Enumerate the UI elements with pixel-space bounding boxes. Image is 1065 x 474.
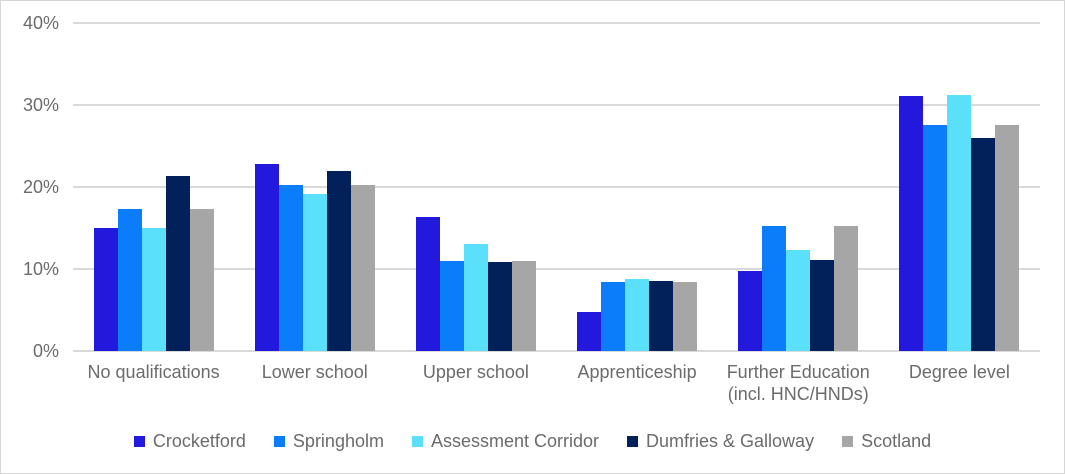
legend-label: Scotland bbox=[861, 431, 932, 451]
bar-crocketford bbox=[415, 216, 440, 351]
bar-scotland bbox=[995, 124, 1020, 351]
legend-item-crocketford: Crocketford bbox=[133, 431, 246, 452]
bar-scotland bbox=[834, 225, 859, 351]
bar-crocketford bbox=[93, 228, 118, 351]
bar-crocketford bbox=[899, 95, 924, 351]
bar-group bbox=[557, 23, 718, 351]
gridline bbox=[73, 104, 1040, 106]
bar-group bbox=[234, 23, 395, 351]
bar-dumfries-galloway bbox=[649, 281, 674, 351]
legend-swatch-icon bbox=[273, 436, 285, 447]
bar-group bbox=[395, 23, 556, 351]
legend-swatch-icon bbox=[133, 436, 145, 447]
gridline bbox=[73, 268, 1040, 270]
legend-label: Assessment Corridor bbox=[430, 431, 600, 451]
bar-dumfries-galloway bbox=[487, 262, 512, 351]
bar-scotland bbox=[189, 209, 214, 351]
bar-springholm bbox=[278, 185, 303, 351]
bar-scotland bbox=[350, 185, 375, 351]
legend: Crocketford Springholm Assessment Corridor… bbox=[1, 431, 1064, 452]
x-axis-category-label: Apprenticeship bbox=[577, 362, 697, 382]
bar-crocketford bbox=[738, 271, 763, 351]
bar-springholm bbox=[439, 260, 464, 351]
bar-dumfries-galloway bbox=[326, 171, 351, 351]
bar-group bbox=[73, 23, 234, 351]
bar-group bbox=[879, 23, 1040, 351]
bar-springholm bbox=[762, 225, 787, 351]
legend-label: Springholm bbox=[292, 431, 384, 451]
y-axis-tick-label: 10% bbox=[22, 259, 59, 279]
y-axis-tick-label: 40% bbox=[22, 13, 59, 33]
legend-item-dumfries-galloway: Dumfries & Galloway bbox=[627, 431, 814, 452]
bar-assessment-corridor bbox=[947, 95, 972, 351]
bar-dumfries-galloway bbox=[810, 259, 835, 351]
bar-group bbox=[718, 23, 879, 351]
y-axis-tick-label: 0% bbox=[32, 341, 59, 361]
y-axis-tick-label: 30% bbox=[22, 95, 59, 115]
gridline bbox=[73, 22, 1040, 24]
legend-item-springholm: Springholm bbox=[273, 431, 384, 452]
bar-springholm bbox=[601, 282, 626, 351]
gridline bbox=[73, 350, 1040, 352]
bar-crocketford bbox=[577, 311, 602, 351]
bar-dumfries-galloway bbox=[165, 176, 190, 351]
bar-dumfries-galloway bbox=[971, 137, 996, 351]
plot-area bbox=[73, 22, 1040, 352]
legend-item-scotland: Scotland bbox=[842, 431, 931, 452]
y-axis-tick-label: 20% bbox=[22, 177, 59, 197]
legend-swatch-icon bbox=[627, 436, 639, 447]
bar-scotland bbox=[511, 260, 536, 351]
legend-label: Dumfries & Galloway bbox=[646, 431, 815, 451]
bar-springholm bbox=[923, 124, 948, 351]
bar-assessment-corridor bbox=[302, 193, 327, 351]
bar-scotland bbox=[673, 282, 698, 351]
bar-crocketford bbox=[254, 164, 279, 351]
x-axis-category-label: Degree level bbox=[908, 362, 1010, 382]
legend-label: Crocketford bbox=[152, 431, 246, 451]
bar-assessment-corridor bbox=[625, 278, 650, 351]
bar-assessment-corridor bbox=[786, 250, 811, 351]
legend-item-assessment-corridor: Assessment Corridor bbox=[411, 431, 600, 452]
x-axis-category-label: Lower school bbox=[261, 362, 368, 382]
x-axis-category-label: Further Education (incl. HNC/HNDs) bbox=[726, 362, 870, 404]
bar-springholm bbox=[117, 209, 142, 351]
gridline bbox=[73, 186, 1040, 188]
bar-assessment-corridor bbox=[141, 228, 166, 351]
legend-swatch-icon bbox=[411, 436, 423, 447]
x-axis-category-label: Upper school bbox=[422, 362, 529, 382]
legend-swatch-icon bbox=[842, 436, 854, 447]
bar-assessment-corridor bbox=[463, 243, 488, 351]
x-axis-category-label: No qualifications bbox=[87, 362, 220, 382]
